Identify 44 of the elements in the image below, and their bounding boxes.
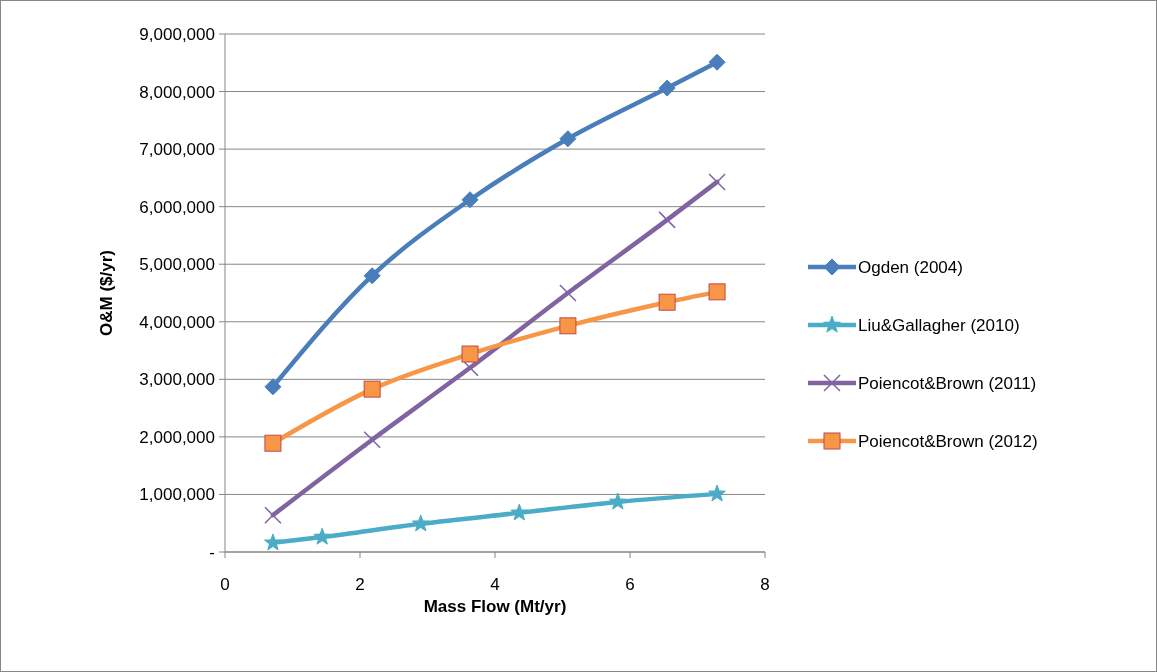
y-tick-label: 2,000,000 [139, 427, 215, 447]
y-tick-label: 6,000,000 [139, 197, 215, 217]
legend-label: Ogden (2004) [858, 257, 963, 277]
y-tick-label: 4,000,000 [139, 312, 215, 332]
y-tick-label: 3,000,000 [139, 370, 215, 390]
y-tick-label: 1,000,000 [139, 485, 215, 505]
legend-label: Liu&Gallagher (2010) [858, 315, 1020, 335]
x-tick-label: 2 [355, 575, 365, 594]
point [658, 211, 676, 229]
y-axis-title: O&M ($/yr) [97, 250, 116, 336]
point [708, 283, 726, 301]
point [264, 434, 282, 452]
point [708, 173, 726, 191]
point [559, 317, 577, 335]
x-tick-label: 8 [760, 575, 770, 594]
point [411, 514, 430, 532]
y-tick-label: 7,000,000 [139, 140, 215, 160]
x-tick-label: 4 [490, 575, 500, 594]
point [461, 345, 479, 363]
point [461, 191, 479, 209]
point [658, 293, 676, 311]
point [363, 431, 381, 449]
y-tick-label: - [209, 542, 215, 562]
y-tick-label: 5,000,000 [139, 255, 215, 275]
x-axis-title: Mass Flow (Mt/yr) [423, 597, 567, 616]
point [708, 53, 726, 71]
x-tick-label: 0 [220, 575, 230, 594]
point [559, 284, 577, 302]
x-tick-label: 6 [625, 575, 635, 594]
legend-label: Poiencot&Brown (2012) [858, 431, 1038, 451]
point [264, 506, 282, 524]
point [510, 503, 529, 521]
point [313, 527, 332, 545]
point [264, 378, 282, 396]
point [608, 492, 627, 510]
point [658, 79, 676, 97]
point [363, 267, 381, 285]
point [559, 130, 577, 148]
y-tick-label: 8,000,000 [139, 82, 215, 102]
point [363, 380, 381, 398]
legend-label: Poiencot&Brown (2011) [858, 373, 1037, 393]
y-tick-label: 9,000,000 [139, 24, 215, 44]
point [264, 533, 282, 551]
point [708, 484, 726, 502]
